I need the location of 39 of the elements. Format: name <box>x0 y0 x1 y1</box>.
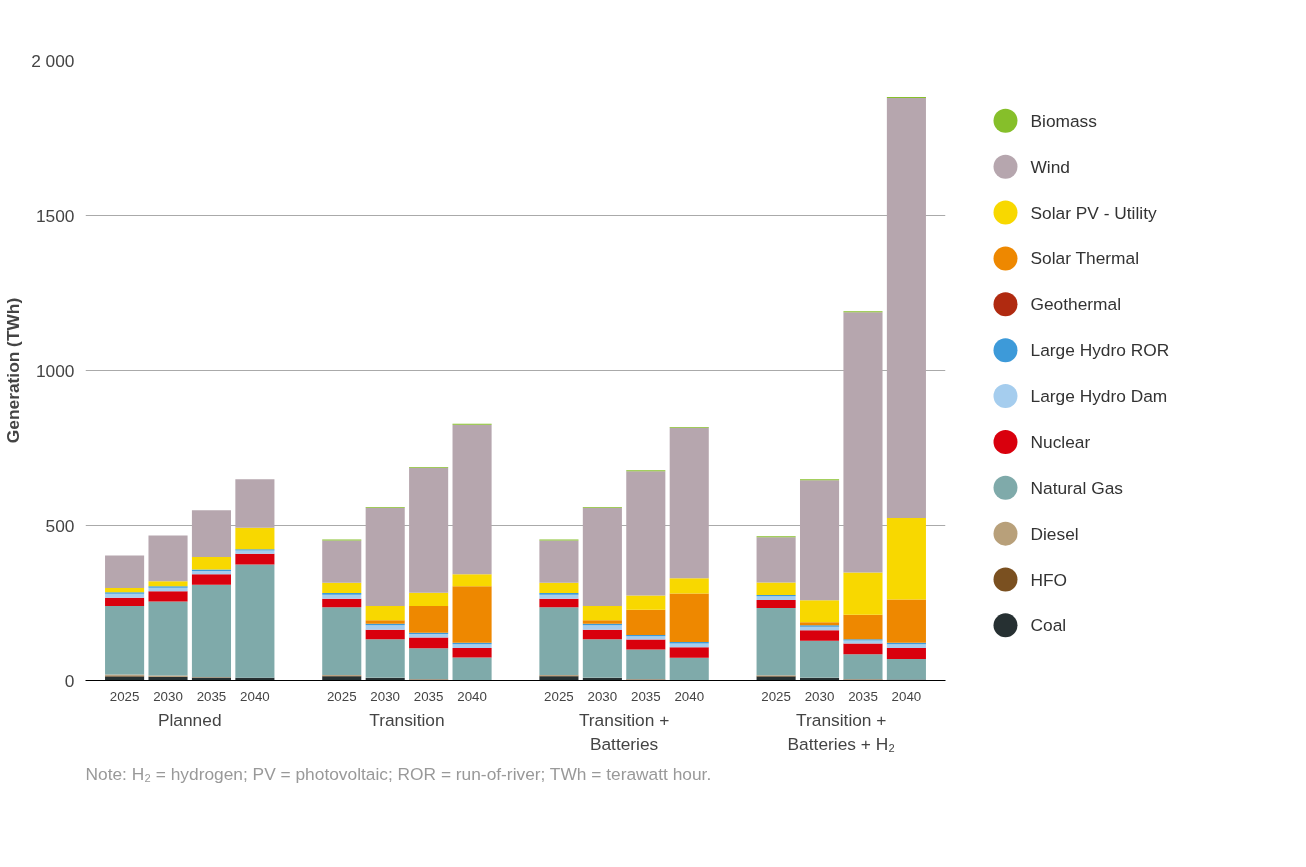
x-tick-label: 2030 <box>587 688 618 704</box>
text: Note: H₂ = hydrogen; PV = photovoltaic; ROR = run-of-river; TWh = terawatt hour. <box>85 763 712 784</box>
y-tick-label: 0 <box>64 670 75 691</box>
x-tick-label: 2040 <box>240 688 270 704</box>
x-tick-label: 2040 <box>457 688 487 704</box>
legend-label: Large Hydro ROR <box>1030 340 1170 361</box>
x-tick-label: 2025 <box>544 688 574 704</box>
x-tick-label: 2035 <box>413 688 444 704</box>
x-tick-label: 2025 <box>326 688 357 704</box>
legend-label: HFO <box>1030 569 1068 590</box>
y-tick-label: 2 000 <box>31 50 75 71</box>
x-tick-label: 2035 <box>848 688 878 704</box>
x-tick-label: 2035 <box>196 688 227 704</box>
legend-label: Solar Thermal <box>1030 248 1140 269</box>
text: Planned <box>157 709 222 730</box>
x-tick-label: 2030 <box>804 688 835 704</box>
x-tick-label: 2040 <box>674 688 705 704</box>
x-tick-label: 2030 <box>370 688 401 704</box>
x-tick-label: 2030 <box>153 688 183 704</box>
legend-label: Geothermal <box>1030 294 1122 315</box>
legend-label: Coal <box>1030 615 1067 636</box>
text: Transition + Batteries + H₂ <box>787 709 895 754</box>
x-tick-label: 2040 <box>891 688 922 704</box>
x-tick-label: 2025 <box>109 688 140 704</box>
legend-label: Biomass <box>1030 110 1098 131</box>
text: Transition + Batteries <box>578 709 670 754</box>
legend-label: Solar PV - Utility <box>1030 202 1157 223</box>
x-tick-label: 2025 <box>761 688 791 704</box>
x-tick-label: 2035 <box>630 688 661 704</box>
legend-label: Wind <box>1030 156 1070 177</box>
text: Transition <box>369 709 445 730</box>
y-tick-label: 1000 <box>35 360 75 381</box>
legend-label: Large Hydro Dam <box>1030 386 1168 407</box>
y-axis-title: Generation (TWh) <box>3 297 24 444</box>
y-tick-label: 1500 <box>35 205 75 226</box>
legend-label: Diesel <box>1030 523 1079 544</box>
legend-label: Natural Gas <box>1030 477 1124 498</box>
legend-label: Nuclear <box>1030 431 1091 452</box>
y-tick-label: 500 <box>45 515 75 536</box>
